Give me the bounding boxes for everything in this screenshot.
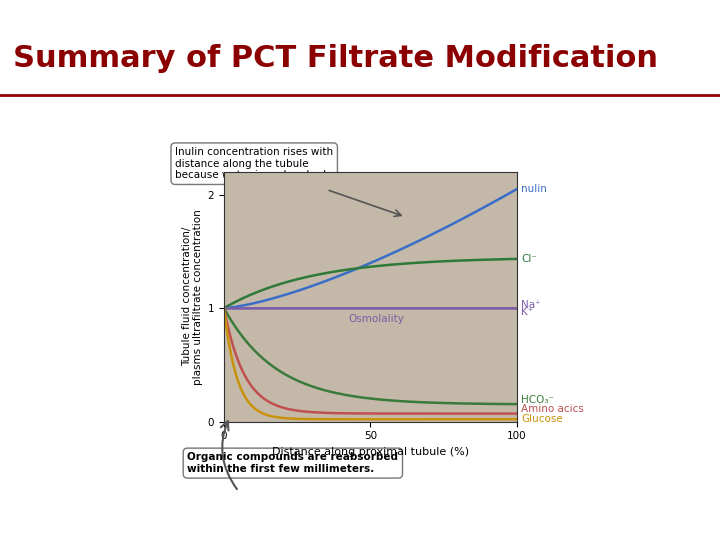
Text: Amino acics: Amino acics: [521, 404, 584, 414]
Text: Cl⁻: Cl⁻: [521, 254, 537, 264]
Text: K⁺: K⁺: [521, 307, 534, 316]
X-axis label: Distance along proximal tubule (%): Distance along proximal tubule (%): [272, 447, 469, 457]
Text: HCO₃⁻: HCO₃⁻: [521, 395, 554, 404]
Text: Osmolality: Osmolality: [348, 314, 404, 325]
Text: nulin: nulin: [521, 184, 547, 194]
Y-axis label: Tubule fluid concentration/
plasms ultrafiltrate concentration: Tubule fluid concentration/ plasms ultra…: [182, 209, 204, 384]
Text: Inulin concentration rises with
distance along the tubule
because water is reabs: Inulin concentration rises with distance…: [175, 147, 333, 180]
Text: Summary of PCT Filtrate Modification: Summary of PCT Filtrate Modification: [13, 44, 658, 73]
Text: Na⁺: Na⁺: [521, 300, 541, 310]
Text: Organic compounds are reabsorbed
within the first few millimeters.: Organic compounds are reabsorbed within …: [187, 453, 398, 474]
Text: Glucose: Glucose: [521, 414, 563, 424]
